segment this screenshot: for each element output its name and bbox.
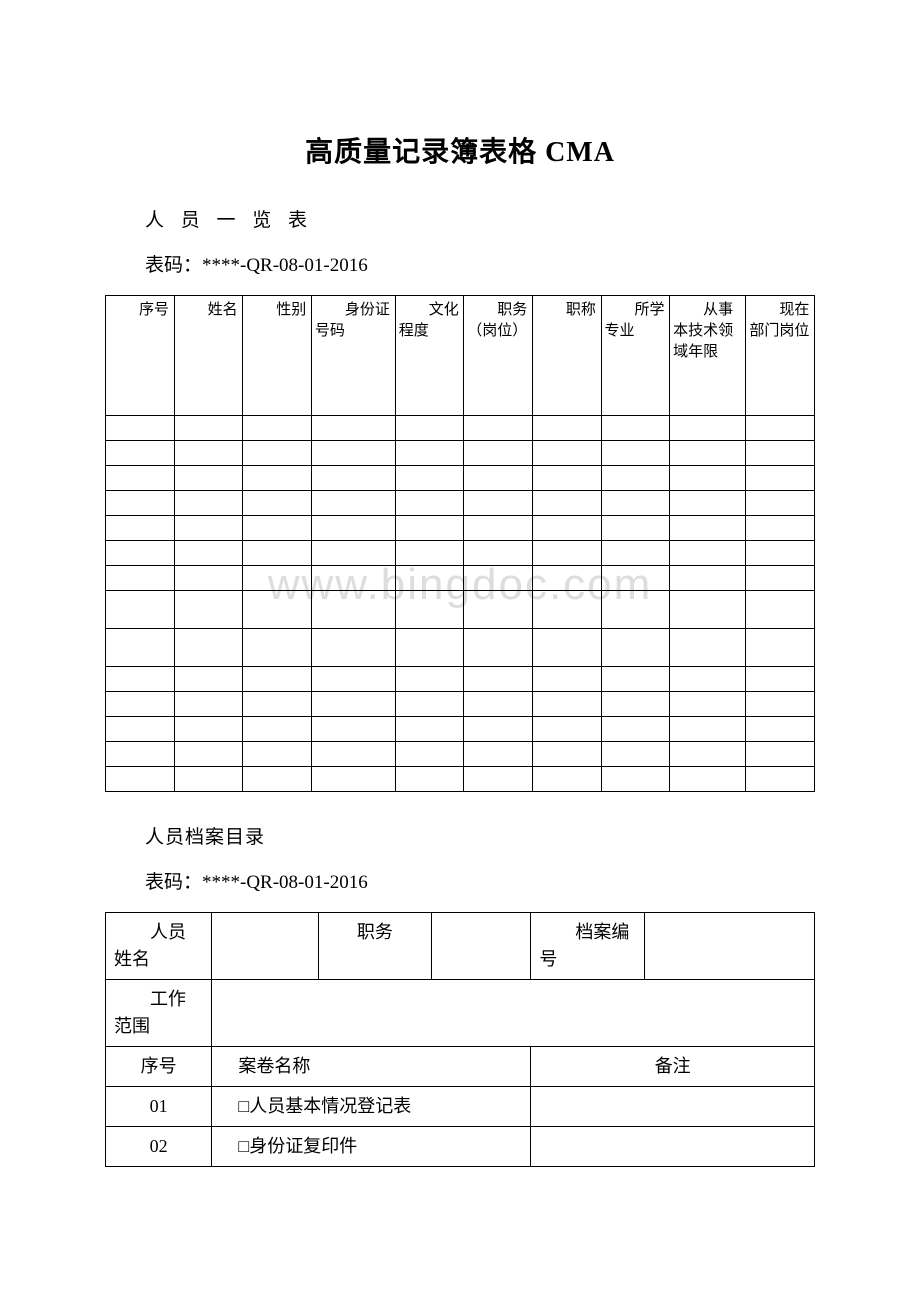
item-seq: 01 bbox=[106, 1087, 212, 1127]
table-row bbox=[106, 466, 815, 491]
value-person-name bbox=[212, 913, 318, 980]
col-id: 身份证号码 bbox=[311, 296, 395, 416]
section1-code: 表码：****-QR-08-01-2016 bbox=[145, 250, 815, 277]
document-content: 高质量记录簿表格 CMA 人 员 一 览 表 表码：****-QR-08-01-… bbox=[105, 130, 815, 1167]
table-row bbox=[106, 516, 815, 541]
table-row bbox=[106, 667, 815, 692]
value-scope bbox=[212, 980, 815, 1047]
label-seq: 序号 bbox=[106, 1047, 212, 1087]
archive-table: 人员姓名 职务 档案编号 工作范围 序号 案卷名称 备注 01 □人员基本情况登… bbox=[105, 912, 815, 1167]
table-row bbox=[106, 629, 815, 667]
archive-row-item: 01 □人员基本情况登记表 bbox=[106, 1087, 815, 1127]
section1-header: 人 员 一 览 表 bbox=[145, 205, 815, 232]
table-row bbox=[106, 416, 815, 441]
item-name: □身份证复印件 bbox=[212, 1127, 531, 1167]
label-position: 职务 bbox=[318, 913, 431, 980]
table-row bbox=[106, 742, 815, 767]
page-title: 高质量记录簿表格 CMA bbox=[105, 130, 815, 170]
label-file-no: 档案编号 bbox=[531, 913, 644, 980]
col-duty: 职务（岗位） bbox=[464, 296, 533, 416]
col-seq: 序号 bbox=[106, 296, 175, 416]
col-dept: 现在部门岗位 bbox=[746, 296, 815, 416]
archive-row-scope: 工作范围 bbox=[106, 980, 815, 1047]
col-years: 从事本技术领域年限 bbox=[670, 296, 746, 416]
item-name: □人员基本情况登记表 bbox=[212, 1087, 531, 1127]
archive-row-cols: 序号 案卷名称 备注 bbox=[106, 1047, 815, 1087]
col-title: 职称 bbox=[532, 296, 601, 416]
table-row bbox=[106, 491, 815, 516]
label-remark: 备注 bbox=[531, 1047, 815, 1087]
table1-body bbox=[106, 416, 815, 792]
table-row bbox=[106, 692, 815, 717]
label-scope: 工作范围 bbox=[106, 980, 212, 1047]
table-row bbox=[106, 767, 815, 792]
archive-row-item: 02 □身份证复印件 bbox=[106, 1127, 815, 1167]
table-row bbox=[106, 566, 815, 591]
col-name: 姓名 bbox=[174, 296, 243, 416]
value-position bbox=[432, 913, 531, 980]
item-seq: 02 bbox=[106, 1127, 212, 1167]
label-item-name: 案卷名称 bbox=[212, 1047, 531, 1087]
col-edu: 文化程度 bbox=[395, 296, 464, 416]
table-row bbox=[106, 441, 815, 466]
personnel-table: 序号 姓名 性别 身份证号码 文化程度 职务（岗位） 职称 所学专业 从事本技术… bbox=[105, 295, 815, 792]
table-row bbox=[106, 591, 815, 629]
col-major: 所学专业 bbox=[601, 296, 670, 416]
table-header-row: 序号 姓名 性别 身份证号码 文化程度 职务（岗位） 职称 所学专业 从事本技术… bbox=[106, 296, 815, 416]
label-person-name: 人员姓名 bbox=[106, 913, 212, 980]
value-file-no bbox=[644, 913, 814, 980]
item-remark bbox=[531, 1087, 815, 1127]
section2-code: 表码：****-QR-08-01-2016 bbox=[145, 867, 815, 894]
table-row bbox=[106, 541, 815, 566]
item-remark bbox=[531, 1127, 815, 1167]
table-row bbox=[106, 717, 815, 742]
section2-header: 人员档案目录 bbox=[145, 822, 815, 849]
col-gender: 性别 bbox=[243, 296, 312, 416]
archive-row-header: 人员姓名 职务 档案编号 bbox=[106, 913, 815, 980]
